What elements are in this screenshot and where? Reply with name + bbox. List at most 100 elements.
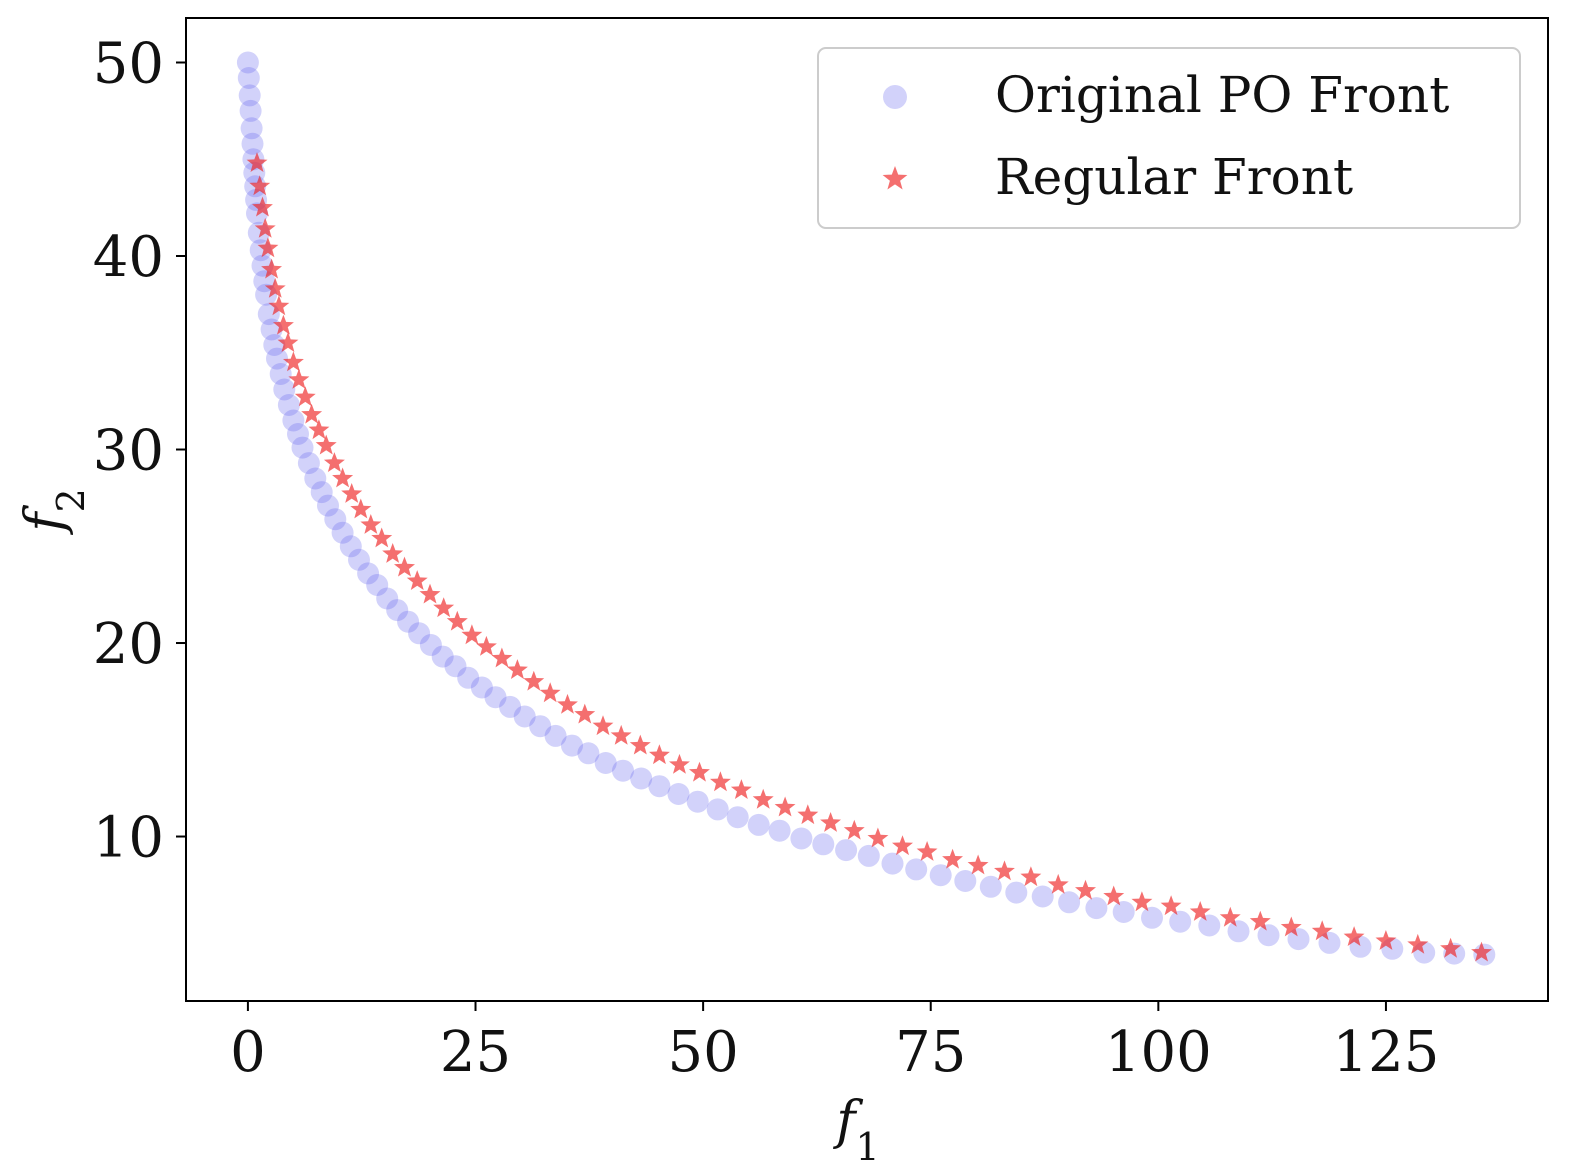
point-regular <box>523 670 545 691</box>
x-tick-label: 25 <box>440 1020 511 1085</box>
point-regular <box>382 543 404 563</box>
point-original <box>1085 897 1108 920</box>
point-regular <box>506 659 528 679</box>
point-regular <box>1407 933 1429 954</box>
point-regular <box>539 682 561 703</box>
point-regular <box>254 217 276 238</box>
point-regular <box>277 332 299 352</box>
point-regular <box>249 175 271 196</box>
legend: Original PO Front Regular Front <box>817 47 1521 229</box>
point-regular <box>264 277 286 298</box>
point-original <box>266 347 288 370</box>
point-regular <box>252 196 273 217</box>
point-regular <box>308 419 330 440</box>
point-regular <box>1471 941 1492 962</box>
point-original <box>561 734 583 757</box>
point-original <box>239 99 262 122</box>
point-regular <box>967 854 989 875</box>
point-original <box>1287 928 1310 951</box>
point-original <box>1031 885 1054 908</box>
point-regular <box>1219 906 1241 927</box>
point-original <box>397 610 420 633</box>
x-tick-label: 125 <box>1332 1020 1439 1085</box>
point-regular <box>867 827 889 848</box>
point-regular <box>1189 901 1211 921</box>
point-original <box>457 666 480 689</box>
point-regular <box>820 812 841 832</box>
point-regular <box>341 483 363 503</box>
point-regular <box>574 703 596 724</box>
point-original <box>263 334 286 356</box>
point-original <box>376 587 399 610</box>
point-original <box>287 423 309 445</box>
point-original <box>236 51 259 74</box>
point-original <box>317 494 339 517</box>
point-regular <box>1343 926 1365 946</box>
point-original <box>366 574 389 596</box>
y-tick-label: 50 <box>93 32 164 97</box>
point-regular <box>394 556 415 577</box>
point-regular <box>294 386 316 407</box>
point-regular <box>610 724 632 745</box>
point-original <box>594 752 617 774</box>
point-regular <box>1375 930 1397 950</box>
point-regular <box>371 527 393 548</box>
point-original <box>499 695 522 718</box>
point-regular <box>419 583 441 604</box>
point-regular <box>649 744 670 765</box>
point-original <box>331 521 354 544</box>
point-original <box>408 622 431 645</box>
point-original <box>277 394 300 416</box>
x-axis: 0 25 50 75 100 125 <box>230 1001 1439 1085</box>
point-regular <box>350 498 372 519</box>
point-original <box>339 535 362 558</box>
point-regular <box>323 452 345 472</box>
point-regular <box>994 860 1015 881</box>
point-original <box>881 852 904 875</box>
point-regular <box>1311 920 1333 941</box>
point-original <box>240 117 263 140</box>
point-original <box>835 839 858 862</box>
point-regular <box>283 351 304 372</box>
point-original <box>648 775 671 798</box>
series-layer <box>236 51 1496 966</box>
point-regular <box>406 570 428 590</box>
point-regular <box>1440 937 1461 958</box>
point-original <box>1005 881 1028 904</box>
point-original <box>544 724 567 747</box>
point-regular <box>461 624 483 645</box>
point-original <box>857 844 880 867</box>
legend-marker-regular <box>882 166 908 190</box>
point-regular <box>557 693 578 714</box>
point-regular <box>476 635 497 656</box>
point-original <box>929 864 952 887</box>
x-axis-label: f1 <box>832 1091 879 1169</box>
point-original <box>1318 931 1341 954</box>
point-regular <box>288 368 310 389</box>
point-regular <box>332 467 354 488</box>
point-regular <box>1075 879 1096 900</box>
point-original <box>513 705 536 728</box>
point-regular <box>797 804 819 825</box>
point-original <box>357 562 380 585</box>
point-original <box>812 833 835 856</box>
point-original <box>386 599 409 622</box>
point-regular <box>843 819 865 840</box>
point-regular <box>446 610 468 631</box>
point-regular <box>261 258 282 279</box>
point-regular <box>916 841 938 861</box>
point-regular <box>730 779 752 799</box>
point-regular <box>433 597 455 618</box>
y-tick-label: 30 <box>93 419 164 484</box>
point-original <box>1112 901 1135 923</box>
point-original <box>304 467 327 490</box>
legend-label-original: Original PO Front <box>995 66 1449 124</box>
point-regular <box>1249 910 1271 931</box>
point-original <box>484 686 507 709</box>
legend-box <box>817 47 1521 229</box>
point-original <box>706 798 729 821</box>
point-original <box>726 806 749 829</box>
point-regular <box>710 771 731 792</box>
plot-area <box>236 51 1496 966</box>
